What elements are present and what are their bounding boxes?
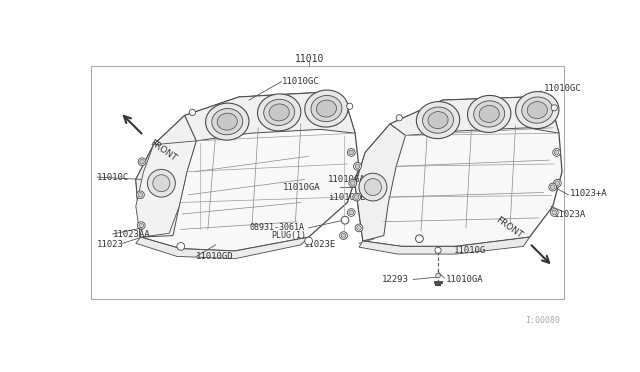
Circle shape: [554, 179, 561, 187]
Circle shape: [348, 209, 355, 217]
Circle shape: [347, 103, 353, 109]
Circle shape: [349, 210, 353, 215]
Ellipse shape: [522, 97, 553, 123]
Ellipse shape: [479, 105, 499, 122]
Circle shape: [353, 193, 360, 201]
Polygon shape: [355, 97, 562, 246]
Polygon shape: [359, 237, 529, 254]
Text: 11010G: 11010G: [454, 246, 486, 255]
Text: FRONT: FRONT: [494, 215, 524, 240]
Text: 11023E: 11023E: [303, 240, 336, 249]
Circle shape: [359, 173, 387, 201]
Ellipse shape: [474, 101, 505, 127]
Circle shape: [349, 150, 353, 155]
Circle shape: [189, 109, 195, 115]
Text: 11023A: 11023A: [554, 209, 586, 218]
Circle shape: [435, 247, 441, 253]
Text: 11010C: 11010C: [97, 173, 129, 182]
Ellipse shape: [422, 107, 454, 133]
Ellipse shape: [311, 96, 342, 122]
Circle shape: [355, 224, 363, 232]
Circle shape: [348, 148, 355, 156]
Circle shape: [554, 150, 559, 155]
Circle shape: [550, 209, 558, 217]
Circle shape: [396, 115, 403, 121]
Bar: [91, 66, 564, 299]
Circle shape: [136, 191, 145, 199]
Circle shape: [551, 105, 557, 111]
Circle shape: [351, 181, 355, 186]
Polygon shape: [390, 97, 559, 135]
Circle shape: [305, 237, 312, 245]
Ellipse shape: [257, 94, 301, 131]
Circle shape: [549, 183, 557, 191]
Polygon shape: [136, 237, 308, 259]
Ellipse shape: [269, 104, 289, 121]
Circle shape: [140, 159, 145, 164]
Polygon shape: [355, 124, 406, 241]
Ellipse shape: [527, 102, 547, 119]
Text: 11010GC: 11010GC: [543, 84, 581, 93]
Circle shape: [139, 223, 143, 228]
Text: 11010GA: 11010GA: [283, 183, 320, 192]
Circle shape: [349, 179, 356, 187]
Circle shape: [553, 148, 561, 156]
Polygon shape: [136, 141, 196, 237]
Circle shape: [364, 179, 381, 196]
Text: 11023+A: 11023+A: [570, 189, 607, 198]
Ellipse shape: [305, 90, 348, 127]
Circle shape: [355, 195, 359, 199]
Ellipse shape: [516, 92, 559, 129]
Circle shape: [177, 243, 184, 250]
Text: PLUG(1): PLUG(1): [271, 231, 307, 240]
Text: 08931-3061A: 08931-3061A: [250, 224, 305, 232]
Circle shape: [552, 210, 557, 215]
Ellipse shape: [217, 113, 237, 130]
Text: I:00080: I:00080: [525, 316, 561, 325]
Circle shape: [341, 217, 349, 224]
Ellipse shape: [468, 96, 511, 132]
Text: 11010GA: 11010GA: [446, 275, 483, 284]
Circle shape: [353, 163, 362, 170]
Text: 11023: 11023: [97, 240, 124, 249]
Text: FRONT: FRONT: [148, 139, 179, 163]
Circle shape: [436, 273, 440, 278]
Text: 11010GC: 11010GC: [282, 77, 319, 86]
Circle shape: [138, 192, 143, 197]
Circle shape: [355, 164, 360, 169]
Ellipse shape: [212, 109, 243, 135]
Circle shape: [138, 222, 145, 230]
Ellipse shape: [205, 103, 249, 140]
Circle shape: [415, 235, 423, 243]
Text: 12293: 12293: [382, 275, 409, 284]
Text: 11023AA: 11023AA: [113, 230, 150, 238]
Text: i1010GB: i1010GB: [328, 193, 365, 202]
Ellipse shape: [417, 102, 460, 139]
Text: 11010GA: 11010GA: [328, 175, 365, 184]
Ellipse shape: [316, 100, 337, 117]
Circle shape: [340, 232, 348, 240]
Circle shape: [138, 158, 146, 166]
Polygon shape: [136, 115, 196, 237]
Circle shape: [550, 185, 555, 189]
Ellipse shape: [428, 112, 448, 129]
Text: 11010GD: 11010GD: [196, 252, 234, 261]
Circle shape: [356, 225, 362, 230]
Polygon shape: [184, 92, 355, 141]
Circle shape: [341, 233, 346, 238]
Text: 11010: 11010: [294, 54, 324, 64]
Ellipse shape: [264, 99, 294, 125]
Circle shape: [555, 181, 560, 186]
Circle shape: [153, 175, 170, 192]
Polygon shape: [136, 92, 359, 251]
Circle shape: [147, 169, 175, 197]
